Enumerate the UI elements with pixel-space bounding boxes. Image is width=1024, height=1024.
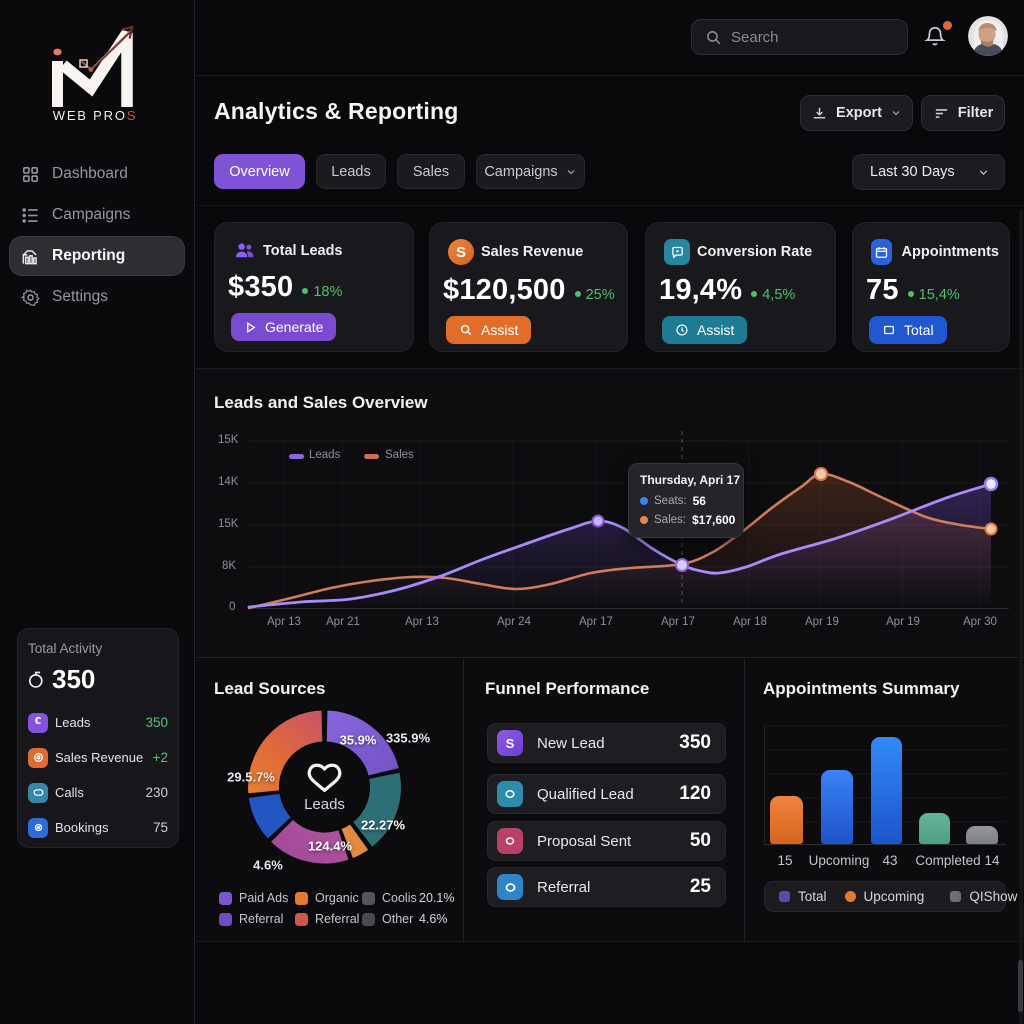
svg-text:Leads: Leads (304, 796, 345, 813)
